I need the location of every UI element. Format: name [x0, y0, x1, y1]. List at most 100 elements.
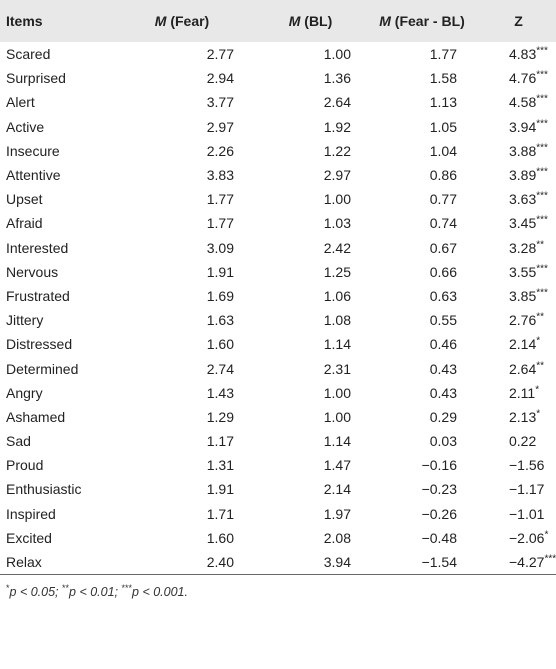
row-m-fear-cell: 1.31	[112, 453, 252, 477]
row-m-fear-cell-value: 3.77	[206, 94, 234, 111]
row-m-bl-cell-value: 1.92	[323, 118, 351, 135]
row-item-cell: Surprised	[0, 66, 112, 90]
row-z-cell-value: −1.56	[509, 457, 545, 474]
row-m-fear-cell-value: 2.94	[206, 70, 234, 87]
header-m-diff-symbol: M	[379, 13, 391, 29]
row-z-cell-value: 3.63	[509, 191, 537, 208]
row-item-cell-value: Inspired	[6, 505, 56, 522]
row-z-cell: 2.13*	[475, 405, 556, 429]
row-z-cell-value: 2.14	[509, 336, 537, 353]
table-row: Determined 2.74 2.31 0.43 2.64**	[0, 356, 556, 380]
row-m-fear-cell-value: 1.43	[206, 384, 234, 401]
row-m-fear-cell-value: 2.77	[206, 46, 234, 63]
table-body: Scared 2.77 1.00 1.77 4.83*** Surprised 2.94 1.…	[0, 42, 556, 574]
row-item-cell: Nervous	[0, 260, 112, 284]
row-m-diff-cell: 0.66	[369, 260, 475, 284]
table-row: Enthusiastic 1.91 2.14 −0.23 −1.17	[0, 477, 556, 501]
header-m-fear: M (Fear)	[112, 0, 252, 42]
row-m-fear-cell-value: 1.91	[206, 263, 234, 280]
row-item-cell-value: Nervous	[6, 263, 59, 280]
significance-marker: ***	[536, 69, 548, 81]
significance-marker: **	[536, 311, 545, 323]
table-row: Alert 3.77 2.64 1.13 4.58***	[0, 90, 556, 114]
row-z-cell: 4.83***	[475, 42, 556, 66]
row-z-cell-value: 3.28	[509, 239, 537, 256]
table-row: Scared 2.77 1.00 1.77 4.83***	[0, 42, 556, 66]
row-m-diff-cell-value: −0.26	[421, 505, 457, 522]
row-m-bl-cell-value: 1.00	[323, 46, 351, 63]
row-m-diff-cell-value: 0.46	[429, 336, 457, 353]
row-m-fear-cell: 1.29	[112, 405, 252, 429]
header-m-diff: M (Fear - BL)	[369, 0, 475, 42]
row-m-bl-cell-value: 2.31	[323, 360, 351, 377]
row-m-bl-cell: 1.00	[252, 187, 369, 211]
row-m-diff-cell-value: −1.54	[421, 554, 457, 571]
row-m-bl-cell-value: 1.47	[323, 457, 351, 474]
significance-marker: ***	[536, 93, 548, 105]
row-m-bl-cell: 1.03	[252, 211, 369, 235]
header-items-label: Items	[6, 13, 43, 29]
row-m-diff-cell: −0.48	[369, 526, 475, 550]
row-m-fear-cell-value: 2.97	[206, 118, 234, 135]
row-item-cell: Jittery	[0, 308, 112, 332]
row-z-cell: 3.85***	[475, 284, 556, 308]
significance-marker: ***	[544, 553, 556, 565]
row-item-cell-value: Frustrated	[6, 287, 70, 304]
row-m-bl-cell: 1.36	[252, 66, 369, 90]
row-z-cell-value: 4.83	[509, 46, 537, 63]
row-m-fear-cell: 1.60	[112, 332, 252, 356]
row-m-diff-cell-value: 1.13	[429, 94, 457, 111]
significance-marker: ***	[536, 190, 548, 202]
row-m-fear-cell: 3.77	[112, 90, 252, 114]
row-m-diff-cell-value: 1.58	[429, 70, 457, 87]
row-m-diff-cell-value: 1.05	[429, 118, 457, 135]
row-m-bl-cell: 3.94	[252, 550, 369, 574]
row-item-cell-value: Jittery	[6, 312, 44, 329]
row-z-cell-value: 3.94	[509, 118, 537, 135]
row-item-cell-value: Interested	[6, 239, 69, 256]
row-m-bl-cell-value: 2.14	[323, 481, 351, 498]
header-m-fear-label: (Fear)	[166, 13, 210, 29]
row-z-cell-value: −4.27	[509, 554, 545, 571]
significance-marker: *	[536, 408, 541, 420]
row-m-diff-cell: 0.29	[369, 405, 475, 429]
row-m-bl-cell-value: 1.97	[323, 505, 351, 522]
row-item-cell-value: Attentive	[6, 167, 61, 184]
row-item-cell: Relax	[0, 550, 112, 574]
row-m-fear-cell: 1.71	[112, 502, 252, 526]
row-m-bl-cell: 1.00	[252, 405, 369, 429]
table-row: Interested 3.09 2.42 0.67 3.28**	[0, 236, 556, 260]
row-z-cell: −1.56	[475, 453, 556, 477]
row-item-cell: Insecure	[0, 139, 112, 163]
row-m-bl-cell-value: 3.94	[323, 554, 351, 571]
row-m-diff-cell-value: −0.23	[421, 481, 457, 498]
table-row: Upset 1.77 1.00 0.77 3.63***	[0, 187, 556, 211]
row-m-fear-cell-value: 1.60	[206, 336, 234, 353]
row-m-diff-cell-value: 0.67	[429, 239, 457, 256]
row-m-fear-cell-value: 1.91	[206, 481, 234, 498]
table-row: Insecure 2.26 1.22 1.04 3.88***	[0, 139, 556, 163]
row-m-fear-cell: 1.60	[112, 526, 252, 550]
row-item-cell: Active	[0, 115, 112, 139]
row-m-bl-cell-value: 1.06	[323, 287, 351, 304]
row-m-diff-cell: 1.13	[369, 90, 475, 114]
row-m-bl-cell: 1.92	[252, 115, 369, 139]
row-m-bl-cell-value: 2.08	[323, 529, 351, 546]
row-m-fear-cell: 3.09	[112, 236, 252, 260]
row-z-cell: 3.88***	[475, 139, 556, 163]
footnote-text-3: p < 0.001.	[132, 585, 188, 600]
significance-marker: ***	[536, 287, 548, 299]
row-m-diff-cell: −0.16	[369, 453, 475, 477]
row-m-diff-cell-value: 0.55	[429, 312, 457, 329]
row-z-cell: 3.28**	[475, 236, 556, 260]
row-z-cell-value: 4.76	[509, 70, 537, 87]
row-z-cell: 3.63***	[475, 187, 556, 211]
row-m-diff-cell: 0.55	[369, 308, 475, 332]
row-item-cell: Proud	[0, 453, 112, 477]
significance-marker: *	[544, 529, 549, 541]
row-item-cell-value: Insecure	[6, 142, 60, 159]
row-m-diff-cell: 1.58	[369, 66, 475, 90]
row-item-cell-value: Surprised	[6, 70, 66, 87]
row-z-cell: −1.17	[475, 477, 556, 501]
footnote-sig-3: ***	[121, 582, 133, 593]
